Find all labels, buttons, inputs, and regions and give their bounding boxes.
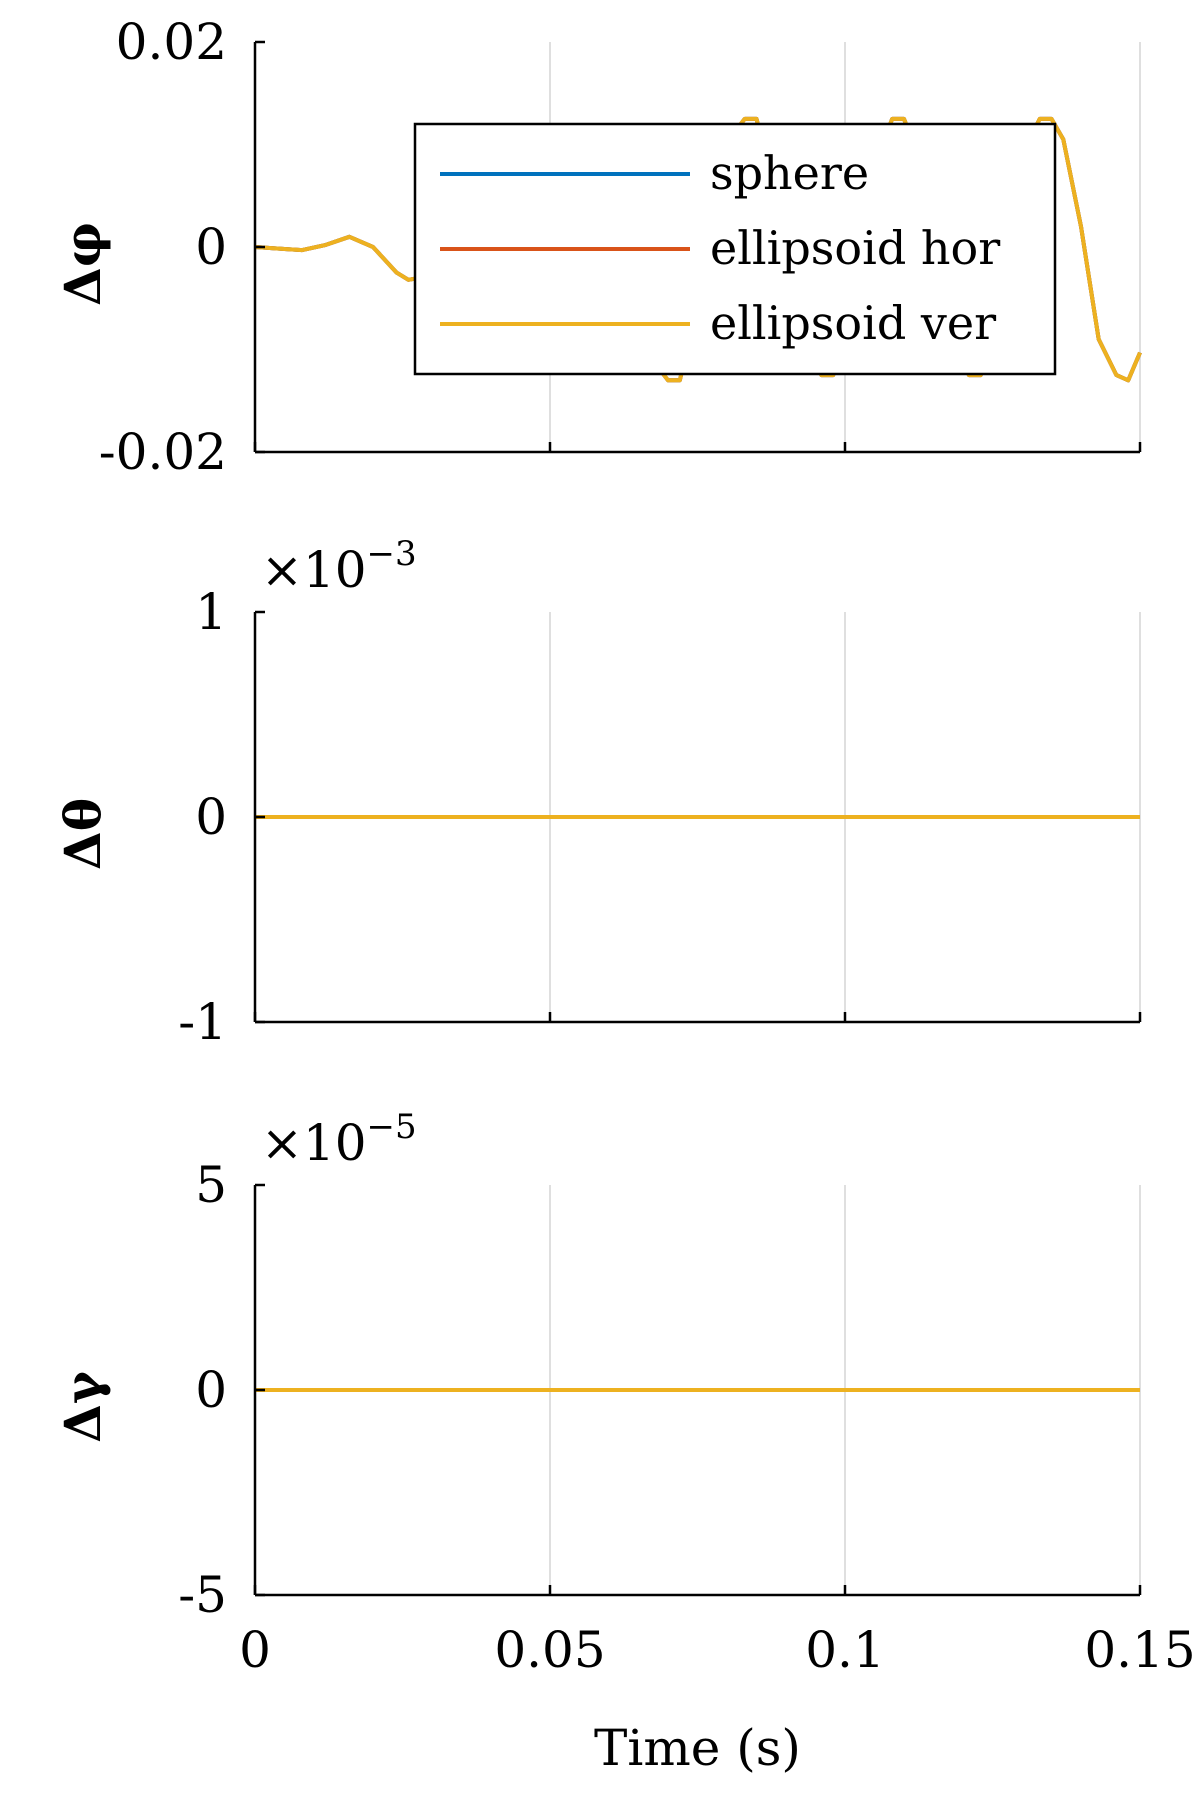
y-tick-label: 0.02 (116, 13, 227, 71)
y-exponent-label: ×10−5 (261, 1107, 417, 1172)
y-axis-title: Δθ (53, 798, 112, 870)
x-tick-label: 0.15 (1084, 1621, 1195, 1679)
legend: sphere ellipsoid hor ellipsoid ver (413, 122, 1057, 376)
y-tick-label: 1 (195, 583, 227, 641)
x-tick-label: 0.05 (494, 1621, 605, 1679)
y-tick-label: -0.02 (99, 423, 227, 481)
legend-entry-label: ellipsoid ver (710, 296, 996, 350)
x-tick-label: 0 (239, 1621, 271, 1679)
y-tick-label: -1 (178, 993, 227, 1051)
y-tick-label: 0 (195, 788, 227, 846)
subplot-1: -0.02 0 0.02 Δφ sphere ellipsoid hor ellipsoid… (53, 13, 1142, 481)
y-exponent-label: ×10−3 (261, 534, 417, 599)
y-tick-label: 0 (195, 218, 227, 276)
y-tick-label: 0 (195, 1361, 227, 1419)
subplot-2: -1 0 1 Δθ ×10−3 (53, 534, 1142, 1051)
y-axis-title: Δγ (53, 1370, 112, 1443)
y-tick-label: 5 (195, 1156, 227, 1214)
legend-entry-label: sphere (710, 146, 869, 200)
y-tick-label: -5 (178, 1566, 227, 1624)
x-axis-title: Time (s) (594, 1719, 801, 1777)
y-axis-title: Δφ (53, 222, 112, 306)
legend-entry-label: ellipsoid hor (710, 221, 1000, 275)
x-tick-label: 0.1 (805, 1621, 885, 1679)
